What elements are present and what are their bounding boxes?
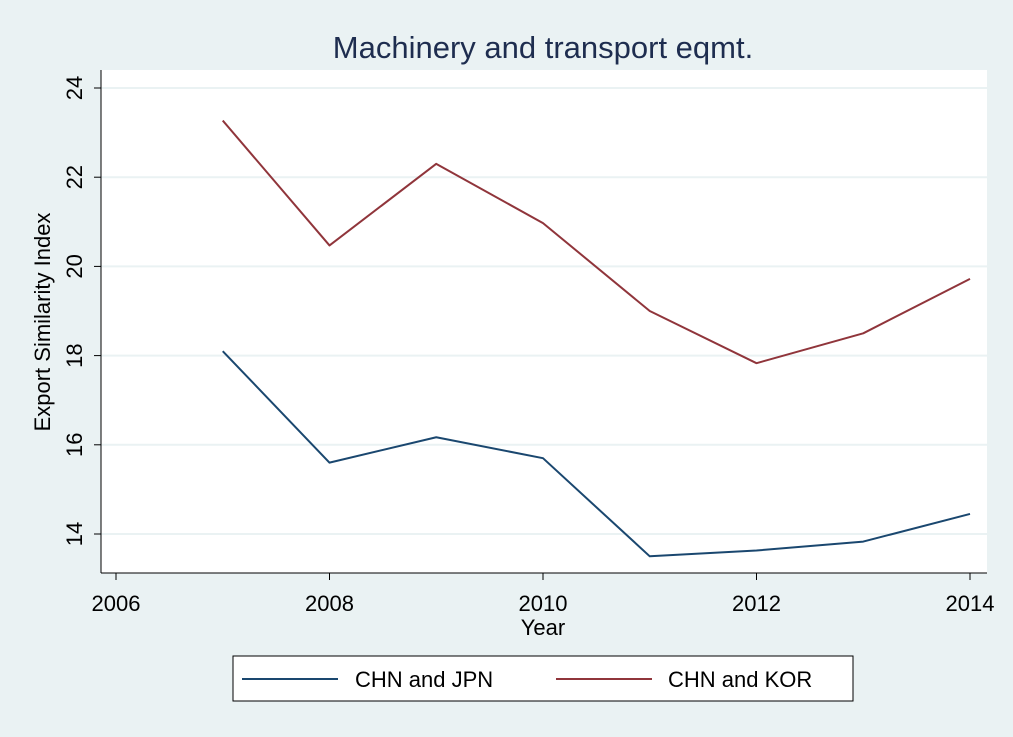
y-tick-label: 24 (62, 76, 87, 100)
x-tick-label: 2014 (946, 591, 995, 616)
series-line-2 (221, 119, 971, 365)
x-tick-label: 2012 (732, 591, 781, 616)
y-tick-label: 20 (62, 254, 87, 278)
x-tick-label: 2006 (92, 591, 141, 616)
y-tick-label: 14 (62, 522, 87, 546)
y-axis-title: Export Similarity Index (30, 213, 55, 432)
series-line-1 (222, 350, 971, 558)
chart-title: Machinery and transport eqmt. (333, 30, 753, 65)
y-tick-label: 16 (62, 433, 87, 457)
legend-label: CHN and JPN (355, 667, 493, 692)
series-lines (221, 119, 971, 558)
legend: CHN and JPN CHN and KOR (242, 667, 812, 692)
x-tick-label: 2010 (519, 591, 568, 616)
plot-area (101, 70, 987, 573)
y-tick-label: 18 (62, 343, 87, 367)
legend-label: CHN and KOR (668, 667, 812, 692)
axes: 14 16 18 20 22 24 2006 2008 2010 2012 2014 (62, 70, 994, 616)
x-tick-label: 2008 (305, 591, 354, 616)
gridlines (101, 87, 987, 535)
x-axis-title: Year (521, 615, 565, 640)
y-tick-label: 22 (62, 165, 87, 189)
